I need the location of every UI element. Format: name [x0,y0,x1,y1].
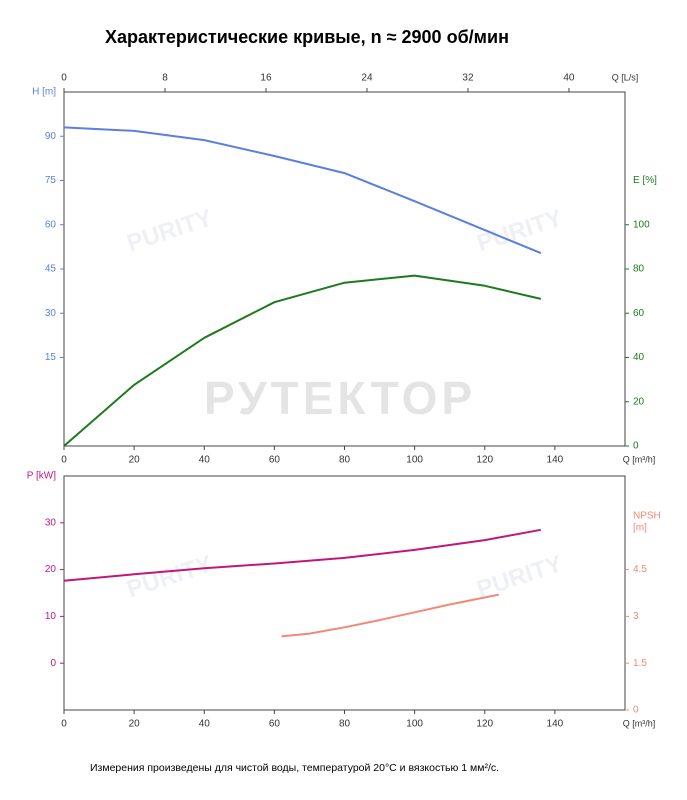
x-tick-label: 140 [547,719,564,730]
x2-tick-label: 16 [260,73,272,84]
y-axis-label: H [m] [32,87,56,98]
curve [63,126,542,255]
y2-tick-label: 0 [633,705,639,716]
x-tick-label: 60 [269,455,281,466]
watermark: РУТЕКТОР [204,372,476,424]
y-tick-label: 45 [45,264,57,275]
y2-tick-label: 1.5 [633,658,647,669]
y2-axis-label: [m] [633,523,647,534]
y-tick-label: 0 [50,658,56,669]
y2-tick-label: 100 [633,219,650,230]
y-tick-label: 75 [45,175,57,186]
x2-tick-label: 0 [61,73,67,84]
y2-tick-label: 60 [633,308,645,319]
x2-tick-label: 24 [361,73,373,84]
y-tick-label: 30 [45,308,57,319]
x2-tick-label: 8 [162,73,168,84]
y2-tick-label: 40 [633,352,645,363]
x2-axis-label: Q [L/s] [612,72,639,82]
x-tick-label: 0 [61,455,67,466]
x-tick-label: 40 [199,455,211,466]
y-tick-label: 30 [45,517,57,528]
x-tick-label: 100 [406,719,423,730]
y-tick-label: 15 [45,352,57,363]
y-tick-label: 90 [45,131,57,142]
x-tick-label: 60 [269,719,281,730]
x-tick-label: 40 [199,719,211,730]
x-axis-label: Q [m³/h] [623,454,656,464]
footnote: Измерения произведены для чистой воды, т… [90,762,499,774]
y2-tick-label: 0 [633,441,639,452]
x-tick-label: 100 [406,455,423,466]
x-tick-label: 80 [339,719,351,730]
x-axis-label: Q [m³/h] [623,718,656,728]
curve [63,274,542,447]
x-tick-label: 120 [476,455,493,466]
x-tick-label: 120 [476,719,493,730]
x2-tick-label: 40 [563,73,575,84]
title: Характеристические кривые, n ≈ 2900 об/м… [105,27,509,47]
y2-tick-label: 3 [633,611,639,622]
y-tick-label: 60 [45,219,57,230]
x-tick-label: 20 [129,719,141,730]
y2-tick-label: 20 [633,396,645,407]
y-tick-label: 10 [45,611,57,622]
curve [281,593,499,638]
x-tick-label: 140 [547,455,564,466]
x-tick-label: 0 [61,719,67,730]
x-tick-label: 20 [129,455,141,466]
x-tick-label: 80 [339,455,351,466]
x2-tick-label: 32 [462,73,474,84]
y2-axis-label: NPSH [633,511,661,522]
y2-tick-label: 80 [633,264,645,275]
y2-tick-label: 4.5 [633,564,647,575]
y-axis-label: P [kW] [27,471,56,482]
y-tick-label: 20 [45,564,57,575]
y2-axis-label: E [%] [633,175,657,186]
curve [63,528,541,582]
